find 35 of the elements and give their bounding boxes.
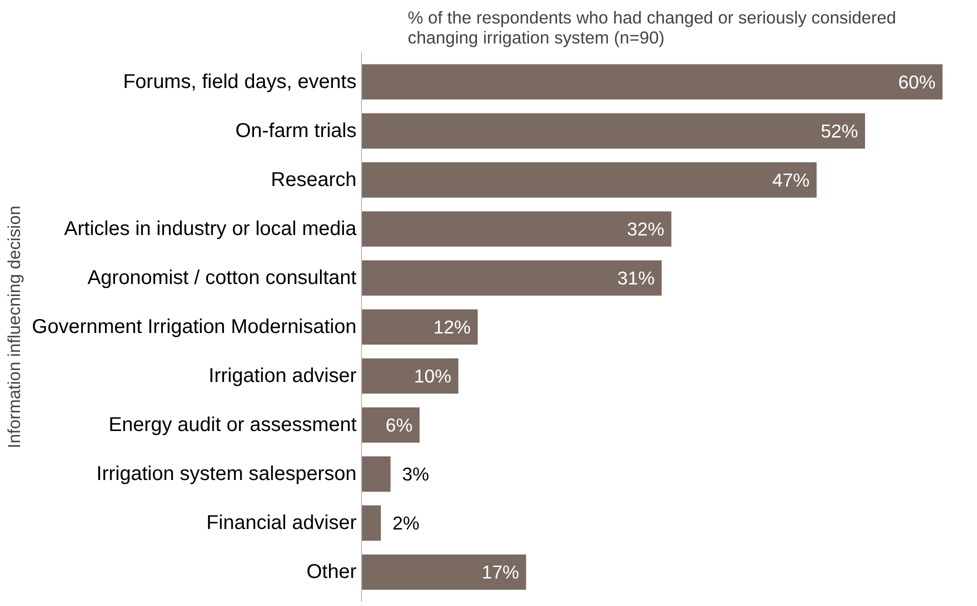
bar — [362, 407, 420, 443]
data-label: 3% — [402, 464, 430, 485]
y-tick-label: Energy audit or assessment — [108, 414, 357, 436]
y-tick-label: Articles in industry or local media — [64, 218, 358, 240]
data-label: 10% — [414, 366, 452, 387]
data-label: 52% — [820, 120, 858, 142]
y-tick-label: Agronomist / cotton consultant — [87, 266, 357, 289]
bar — [362, 260, 662, 296]
bar — [362, 554, 526, 590]
y-tick-label: Other — [306, 561, 357, 584]
y-tick-label: Research — [270, 168, 357, 191]
data-label: 60% — [898, 71, 936, 92]
chart-title: % of the respondents who had changed or seriously considered changing irrigation system (n=90) — [408, 8, 896, 48]
data-label: 47% — [772, 169, 810, 190]
data-label: 12% — [433, 316, 471, 338]
bar — [362, 211, 672, 247]
bar — [362, 113, 866, 149]
y-tick-label: Forums, field days, events — [123, 70, 357, 93]
bar — [362, 456, 391, 492]
y-tick-label: Irrigation adviser — [208, 365, 357, 388]
bar — [362, 64, 942, 100]
bar — [362, 309, 478, 345]
y-tick-label: Financial adviser — [206, 512, 357, 534]
bar — [362, 358, 458, 394]
bar — [362, 505, 381, 541]
data-label: 17% — [482, 562, 520, 583]
data-label: 31% — [617, 267, 655, 288]
bar — [362, 162, 817, 198]
data-label: 32% — [627, 218, 664, 240]
y-tick-label: Irrigation system salesperson — [96, 463, 356, 486]
y-tick-label: On-farm trials — [235, 120, 356, 142]
y-tick-label: Government Irrigation Modernisation — [32, 316, 357, 338]
data-label: 6% — [386, 414, 413, 436]
data-label: 2% — [392, 512, 420, 534]
y-axis-title: Information influecning decision — [4, 206, 24, 448]
